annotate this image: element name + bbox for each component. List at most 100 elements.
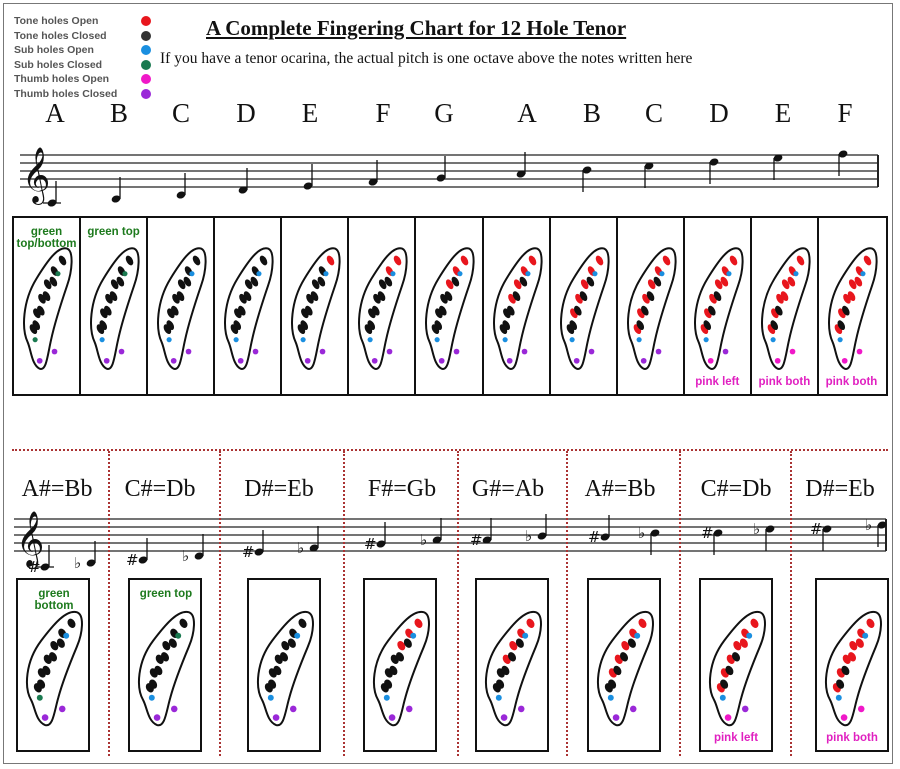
tone-hole-icon xyxy=(192,255,201,266)
music-note xyxy=(582,166,592,192)
black-dot-icon xyxy=(141,30,151,41)
ocarina-diagram xyxy=(425,247,476,370)
tone-hole-icon xyxy=(507,652,517,662)
tone-hole-icon xyxy=(287,638,296,648)
tone-hole-icon xyxy=(49,276,58,287)
fingering-cell: green top/bottom xyxy=(14,218,82,394)
legend-label: Thumb holes Open xyxy=(14,73,110,85)
sub-hole-icon xyxy=(607,694,614,701)
ocarina-diagram xyxy=(828,247,878,370)
tone-hole-icon xyxy=(841,665,850,676)
fingering-cell: pink both xyxy=(819,218,886,394)
note-name: F xyxy=(837,98,853,128)
fingering-cell xyxy=(618,218,685,394)
fingering-cell: green bottom xyxy=(16,578,90,752)
thumb-hole-icon xyxy=(103,357,110,364)
tone-hole-icon xyxy=(171,305,179,316)
sub-hole-icon xyxy=(367,337,374,343)
thumb-hole-icon xyxy=(856,348,863,355)
legend-label: Tone holes Open xyxy=(14,15,99,27)
music-note xyxy=(709,158,719,184)
thumb-hole-icon xyxy=(388,714,396,721)
ocarina-body xyxy=(358,247,408,370)
music-note: # xyxy=(242,530,264,561)
fingering-tag: pink both xyxy=(826,732,878,744)
tone-hole-icon xyxy=(781,279,790,290)
tone-hole-icon xyxy=(770,320,778,330)
tone-hole-icon xyxy=(621,641,630,651)
ocarina-holder xyxy=(286,242,343,379)
fingering-cell: green top xyxy=(128,578,202,752)
fingering-cell xyxy=(475,578,549,752)
tone-hole-icon xyxy=(713,291,722,301)
tone-hole-icon xyxy=(245,279,253,290)
fingering-cell xyxy=(247,578,321,752)
ocarina-diagram xyxy=(358,247,408,370)
ocarina-holder xyxy=(132,606,198,735)
tone-hole-icon xyxy=(636,320,644,330)
ocarina-holder xyxy=(823,242,880,379)
tone-hole-icon xyxy=(446,279,454,290)
pink-dot-icon xyxy=(141,74,151,84)
thumb-hole-icon xyxy=(185,348,192,355)
ocarina-diagram xyxy=(291,247,341,370)
svg-text:♭: ♭ xyxy=(297,539,304,557)
tone-hole-icon xyxy=(863,255,872,266)
sub-hole-icon xyxy=(457,271,463,277)
sub-hole-icon xyxy=(435,337,441,343)
note-name: B xyxy=(582,98,602,128)
tone-hole-icon xyxy=(501,665,510,676)
fingering-cell: pink both xyxy=(815,578,889,752)
svg-text:#: # xyxy=(242,543,255,561)
tone-hole-icon xyxy=(608,679,617,689)
ocarina-body xyxy=(485,611,542,727)
ocarina-body xyxy=(425,247,476,370)
sub-hole-icon xyxy=(189,271,195,277)
note-name: D xyxy=(236,98,256,128)
ocarina-body xyxy=(373,611,430,727)
music-note: ♭ xyxy=(525,514,547,545)
tone-hole-icon xyxy=(67,618,76,629)
fingering-tag: green bottom xyxy=(34,588,74,612)
svg-text:#: # xyxy=(126,551,139,569)
svg-text:♭: ♭ xyxy=(638,524,645,542)
tone-hole-icon xyxy=(439,305,448,316)
tone-hole-icon xyxy=(379,279,387,290)
tone-hole-icon xyxy=(512,291,520,301)
thumb-hole-icon xyxy=(153,714,161,721)
ocarina-diagram xyxy=(709,611,766,727)
ocarina-diagram xyxy=(157,247,207,370)
ocarina-body xyxy=(90,247,140,370)
tone-hole-icon xyxy=(384,276,393,287)
svg-text:#: # xyxy=(364,535,377,553)
ocarina-body xyxy=(626,247,677,370)
tone-hole-icon xyxy=(526,618,535,629)
sub-hole-icon xyxy=(835,694,842,701)
sub-hole-icon xyxy=(569,337,575,343)
tone-hole-icon xyxy=(847,652,857,662)
tone-hole-icon xyxy=(384,679,393,689)
tone-hole-icon xyxy=(714,279,723,290)
tone-hole-icon xyxy=(389,665,398,676)
tone-hole-icon xyxy=(311,291,319,301)
fingering-tag: pink left xyxy=(713,732,759,744)
column-divider xyxy=(679,451,681,756)
sub-hole-icon xyxy=(32,337,38,343)
tone-hole-icon xyxy=(183,276,192,287)
ocarina-body xyxy=(257,611,314,727)
note-name: C#=Db xyxy=(124,476,196,502)
fingering-cell xyxy=(148,218,216,394)
tone-hole-icon xyxy=(841,305,850,316)
legend: Tone holes Open Tone holes Closed Sub ho… xyxy=(14,14,154,101)
svg-text:#: # xyxy=(28,558,41,576)
tone-hole-icon xyxy=(646,291,655,301)
tone-hole-icon xyxy=(179,618,188,629)
thumb-hole-icon xyxy=(573,357,580,364)
thumb-hole-icon xyxy=(857,705,865,713)
tone-hole-icon xyxy=(273,665,282,676)
fingering-cell xyxy=(587,578,661,752)
ocarina-body xyxy=(709,611,766,727)
tone-hole-icon xyxy=(662,255,670,266)
tone-hole-icon xyxy=(586,276,594,287)
ocarina-holder xyxy=(152,242,209,379)
